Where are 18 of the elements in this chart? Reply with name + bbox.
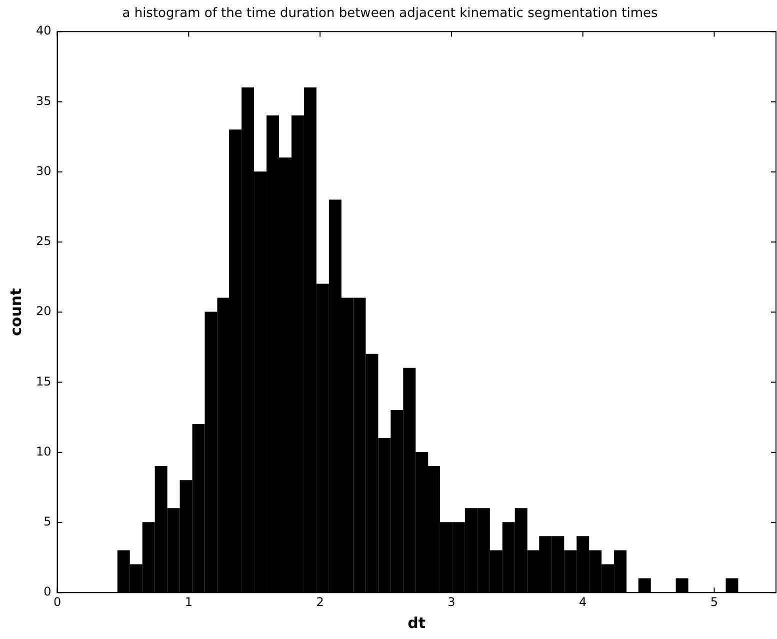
y-tick-label: 35 [36, 94, 52, 108]
x-tick-label: 4 [579, 594, 587, 609]
x-tick-label: 3 [448, 594, 456, 609]
y-tick-label: 30 [36, 164, 52, 178]
y-tick-label: 15 [36, 374, 52, 388]
y-tick-label: 10 [36, 444, 52, 458]
x-tick-label: 0 [53, 594, 62, 609]
chart-title: a histogram of the time duration between adjacent kinematic segmentation times [122, 6, 658, 22]
y-axis-title: count [6, 288, 25, 336]
x-axis-title: dt [408, 614, 426, 632]
x-tick-label: 1 [184, 594, 192, 609]
y-tick-label: 5 [44, 514, 52, 529]
y-tick-label: 20 [36, 304, 52, 318]
x-tick-label: 5 [710, 594, 718, 609]
y-tick-label: 40 [36, 24, 52, 38]
y-tick-label: 0 [44, 584, 52, 599]
y-tick-label: 25 [36, 234, 52, 248]
x-tick-label: 2 [316, 594, 324, 609]
